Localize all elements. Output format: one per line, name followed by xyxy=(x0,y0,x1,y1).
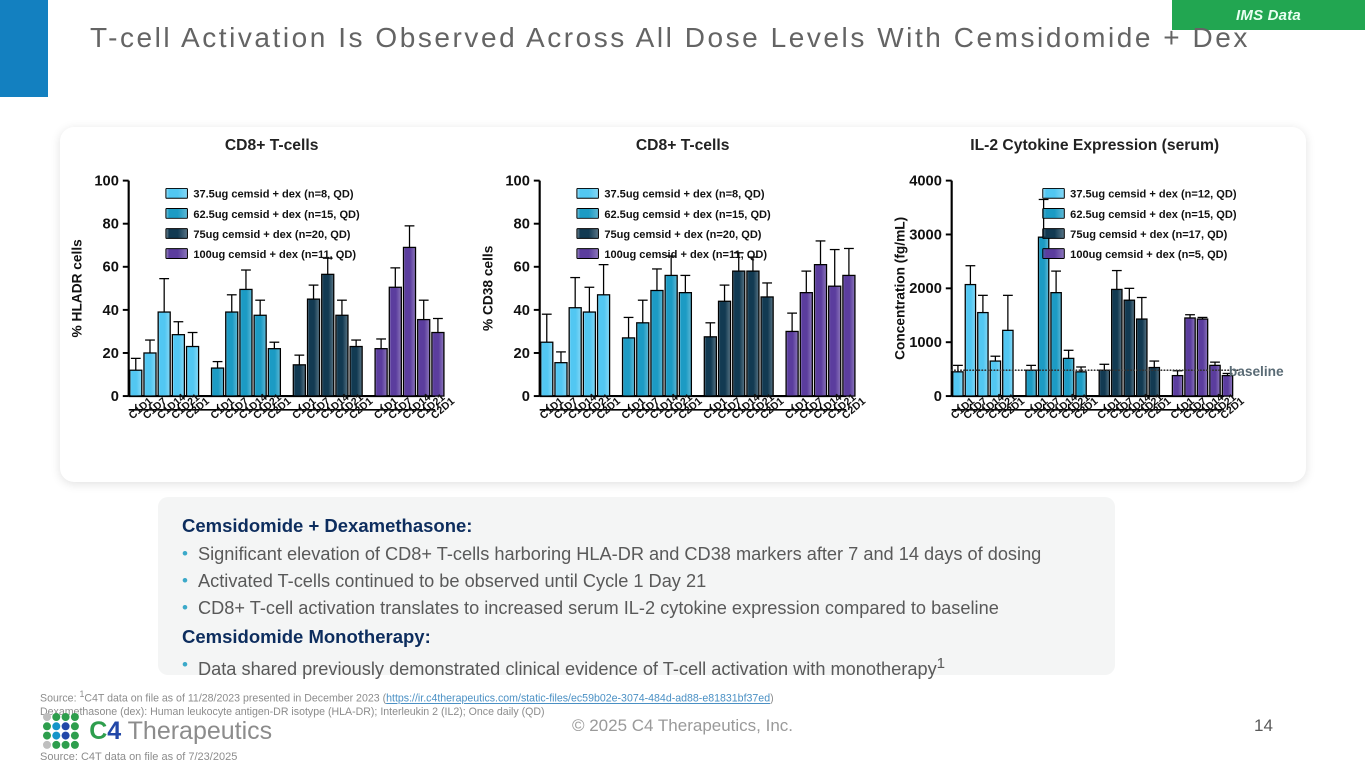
svg-text:60: 60 xyxy=(103,260,119,276)
svg-text:100: 100 xyxy=(94,174,119,190)
svg-text:80: 80 xyxy=(103,217,119,233)
svg-text:100: 100 xyxy=(506,174,531,190)
svg-text:37.5ug cemsid + dex (n=12, QD): 37.5ug cemsid + dex (n=12, QD) xyxy=(1070,189,1237,201)
svg-text:62.5ug cemsid + dex (n=15, QD): 62.5ug cemsid + dex (n=15, QD) xyxy=(193,209,360,221)
svg-text:75ug cemsid + dex (n=20, QD): 75ug cemsid + dex (n=20, QD) xyxy=(605,229,762,241)
svg-text:62.5ug cemsid + dex (n=15, QD): 62.5ug cemsid + dex (n=15, QD) xyxy=(1070,209,1237,221)
svg-text:IL-2 Cytokine Expression (seru: IL-2 Cytokine Expression (serum) xyxy=(970,137,1219,154)
svg-text:37.5ug cemsid + dex (n=8, QD): 37.5ug cemsid + dex (n=8, QD) xyxy=(605,189,766,201)
svg-text:% HLADR cells: % HLADR cells xyxy=(70,239,85,338)
svg-text:1000: 1000 xyxy=(909,335,942,351)
svg-text:4000: 4000 xyxy=(909,174,942,190)
svg-text:100ug cemsid + dex (n=11, QD): 100ug cemsid + dex (n=11, QD) xyxy=(605,249,768,261)
svg-text:baseline: baseline xyxy=(1228,364,1283,379)
svg-text:% CD38 cells: % CD38 cells xyxy=(481,245,496,331)
svg-text:75ug cemsid + dex (n=20, QD): 75ug cemsid + dex (n=20, QD) xyxy=(193,229,350,241)
svg-text:0: 0 xyxy=(522,389,530,405)
svg-text:3000: 3000 xyxy=(909,227,942,243)
svg-text:0: 0 xyxy=(111,389,119,405)
svg-text:20: 20 xyxy=(514,346,530,362)
svg-text:Concentration (fg/mL): Concentration (fg/mL) xyxy=(892,217,907,360)
svg-text:62.5ug cemsid + dex (n=15, QD): 62.5ug cemsid + dex (n=15, QD) xyxy=(605,209,772,221)
svg-text:20: 20 xyxy=(103,346,119,362)
svg-text:40: 40 xyxy=(514,303,530,319)
svg-text:60: 60 xyxy=(514,260,530,276)
svg-text:80: 80 xyxy=(514,217,530,233)
svg-text:37.5ug cemsid + dex (n=8, QD): 37.5ug cemsid + dex (n=8, QD) xyxy=(193,189,354,201)
svg-text:CD8+ T-cells: CD8+ T-cells xyxy=(636,137,730,154)
svg-text:CD8+ T-cells: CD8+ T-cells xyxy=(225,137,319,154)
svg-text:2000: 2000 xyxy=(909,281,942,297)
svg-text:40: 40 xyxy=(103,303,119,319)
svg-text:100ug cemsid + dex (n=11, QD): 100ug cemsid + dex (n=11, QD) xyxy=(193,249,356,261)
svg-text:0: 0 xyxy=(933,389,941,405)
svg-text:75ug cemsid + dex (n=17, QD): 75ug cemsid + dex (n=17, QD) xyxy=(1070,229,1227,241)
svg-text:100ug cemsid + dex (n=5, QD): 100ug cemsid + dex (n=5, QD) xyxy=(1070,249,1227,261)
